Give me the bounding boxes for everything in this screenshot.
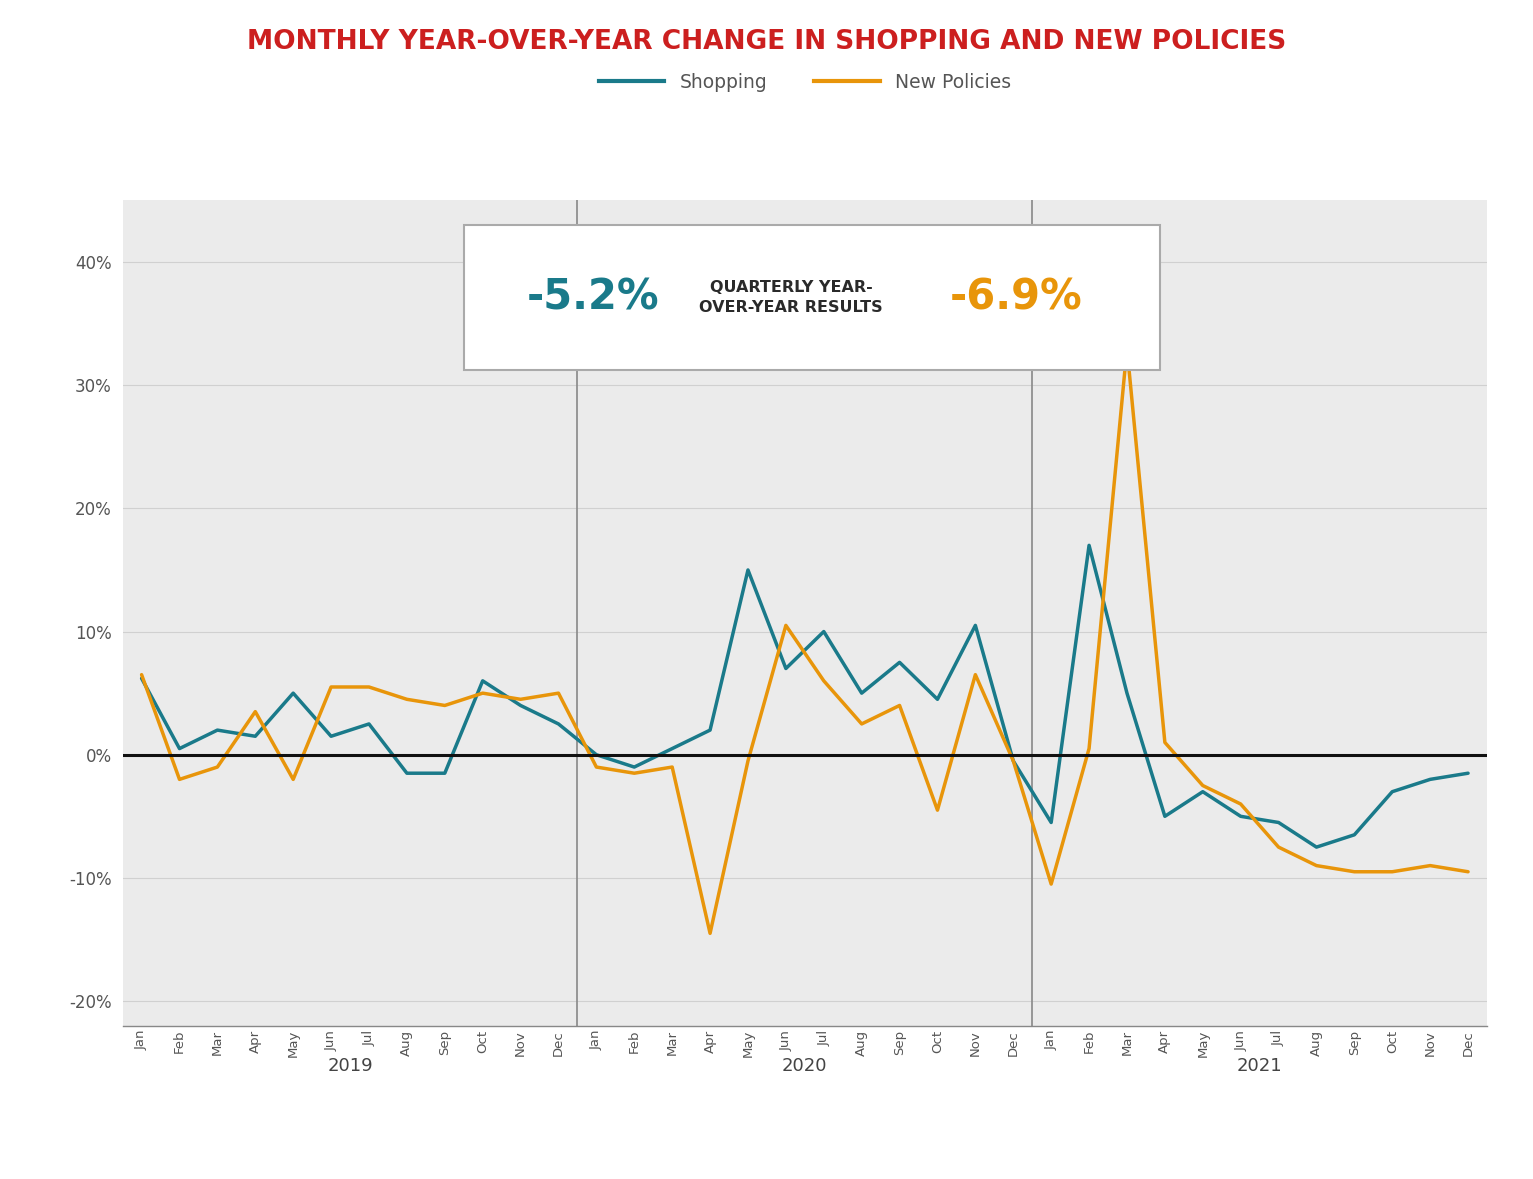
FancyBboxPatch shape xyxy=(463,225,1159,370)
Text: -5.2%: -5.2% xyxy=(527,276,659,318)
Text: -6.9%: -6.9% xyxy=(950,276,1082,318)
Text: QUARTERLY YEAR-
OVER-YEAR RESULTS: QUARTERLY YEAR- OVER-YEAR RESULTS xyxy=(699,279,883,315)
Text: MONTHLY YEAR-OVER-YEAR CHANGE IN SHOPPING AND NEW POLICIES: MONTHLY YEAR-OVER-YEAR CHANGE IN SHOPPIN… xyxy=(247,29,1286,55)
Text: 2021: 2021 xyxy=(1237,1056,1283,1074)
Legend: Shopping, New Policies: Shopping, New Policies xyxy=(592,65,1018,99)
Text: 2020: 2020 xyxy=(782,1056,828,1074)
Text: 2019: 2019 xyxy=(327,1056,373,1074)
